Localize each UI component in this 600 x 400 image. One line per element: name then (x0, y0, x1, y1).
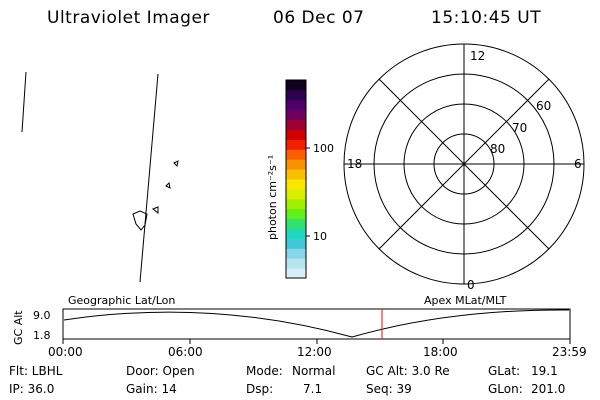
polar-label-80: 80 (490, 142, 505, 156)
x-tick-label-2359: 23:59 (552, 345, 587, 359)
colorbar-swatch (286, 139, 306, 150)
colorbar-tick-label-100: 100 (313, 142, 334, 155)
colorbar-swatch (286, 119, 306, 130)
y-tick-label-bottom: 1.8 (33, 329, 51, 342)
mode-value: Normal (292, 364, 336, 378)
maui-island-outline (152, 206, 159, 215)
polar-label-70: 70 (512, 121, 527, 135)
colorbar-swatch (286, 89, 306, 101)
colorbar (286, 80, 306, 279)
colorbar-swatch (286, 109, 306, 121)
door-info: Door: Open (126, 364, 195, 378)
colorbar-swatch (286, 149, 306, 160)
colorbar-swatch (286, 129, 306, 140)
observation-date: 06 Dec 07 (273, 8, 365, 28)
polar-label-18: 18 (347, 157, 362, 171)
apex-mlat-mlt-label: Apex MLat/MLT (424, 294, 507, 307)
sequence-info: Seq: 39 (366, 382, 412, 396)
observation-time: 15:10:45 UT (431, 8, 542, 28)
polar-label-12: 12 (470, 49, 485, 63)
x-tick-label-0000: 00:00 (48, 345, 83, 359)
colorbar-swatch (286, 159, 306, 170)
map-longitude-line-right (139, 73, 159, 283)
geographic-latlon-label: Geographic Lat/Lon (68, 294, 176, 307)
colorbar-swatch (286, 179, 306, 190)
timeline-y-axis-label: GC Alt (12, 310, 25, 345)
instrument-title: Ultraviolet Imager (47, 8, 210, 28)
map-longitude-line-left (21, 71, 27, 133)
polar-label-6: 6 (574, 157, 582, 171)
colorbar-swatch (286, 228, 306, 239)
glat-label: GLat: (488, 364, 521, 378)
gain-info: Gain: 14 (126, 382, 177, 396)
colorbar-swatch (286, 188, 306, 200)
dsp-value: 7.1 (303, 382, 323, 396)
gc-alt-info: GC Alt: 3.0 Re (366, 364, 450, 378)
colorbar-swatch (286, 99, 306, 111)
oahu-island-outline (165, 181, 171, 189)
colorbar-swatch (286, 169, 306, 180)
polar-label-0: 0 (467, 278, 475, 292)
hawaii-island-outline (132, 210, 148, 231)
altitude-curve (63, 309, 570, 338)
glat-value: 19.1 (531, 364, 558, 378)
polar-grid (343, 43, 585, 285)
glon-label: GLon: (488, 382, 523, 396)
x-tick-label-0600: 06:00 (168, 345, 203, 359)
dsp-label: Dsp: (246, 382, 274, 396)
colorbar-swatch (286, 198, 306, 210)
colorbar-swatch (286, 238, 306, 249)
filter-info: Flt: LBHL (9, 364, 63, 378)
x-tick-label-1800: 18:00 (423, 345, 458, 359)
colorbar-swatch (286, 268, 306, 279)
colorbar-swatch (286, 208, 306, 220)
y-tick-label-top: 9.0 (33, 309, 51, 322)
colorbar-swatch (286, 218, 306, 229)
geographic-map (21, 71, 179, 283)
timeline-x-ticks (62, 339, 571, 344)
glon-value: 201.0 (531, 382, 566, 396)
colorbar-swatch (286, 258, 306, 269)
colorbar-frame (285, 79, 307, 279)
polar-diagonal-nw-se (378, 78, 550, 250)
x-tick-label-1200: 12:00 (297, 345, 332, 359)
colorbar-unit-label: photon cm⁻²s⁻¹ (266, 155, 279, 240)
mode-label: Mode: (246, 364, 283, 378)
polar-label-60: 60 (536, 99, 551, 113)
colorbar-tick-label-10: 10 (313, 230, 327, 243)
colorbar-swatch (286, 80, 306, 91)
timeline-frame (62, 308, 571, 340)
colorbar-swatch (286, 248, 306, 259)
ip-info: IP: 36.0 (9, 382, 55, 396)
kauai-island-outline (173, 160, 179, 168)
